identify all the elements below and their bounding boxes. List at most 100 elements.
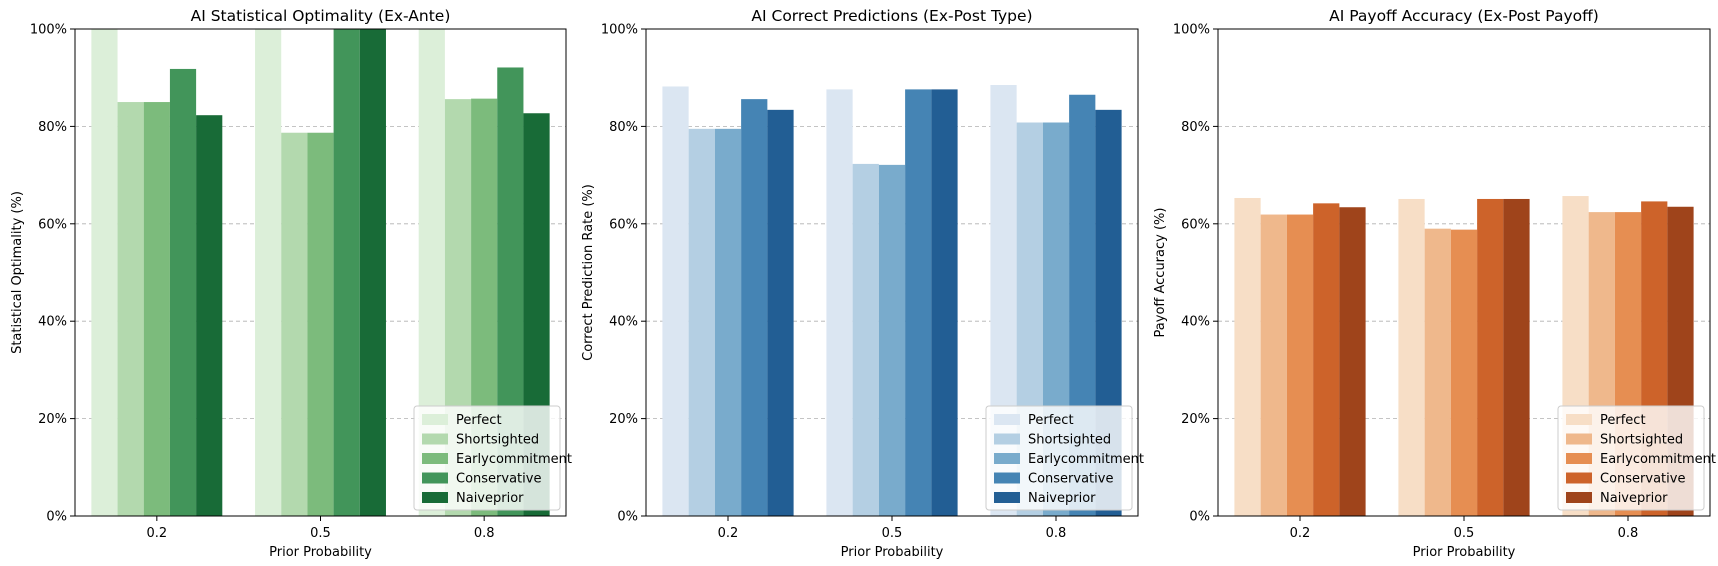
- legend-label-perfect: Perfect: [1028, 413, 1074, 428]
- legend-label-conservative: Conservative: [456, 472, 541, 487]
- bar-shortsighted-0.5: [1424, 228, 1451, 517]
- chart-title: AI Statistical Optimality (Ex-Ante): [191, 7, 451, 25]
- bar-shortsighted-0.5: [281, 132, 308, 516]
- bar-conservative-0.2: [741, 99, 768, 517]
- legend-swatch-perfect: [422, 414, 448, 425]
- bar-shortsighted-0.2: [1260, 214, 1287, 516]
- x-axis-label: Prior Probability: [1413, 545, 1516, 560]
- bar-naiveprior-0.2: [196, 115, 223, 516]
- legend-swatch-conservative: [1566, 472, 1592, 484]
- legend-swatch-shortsighted: [422, 433, 448, 445]
- legend-swatch-earlycommitment: [994, 453, 1020, 464]
- bar-shortsighted-0.2: [117, 102, 144, 517]
- bar-naiveprior-0.5: [359, 29, 386, 516]
- legend-label-conservative: Conservative: [1600, 472, 1685, 487]
- y-tick-label: 80%: [1181, 120, 1210, 135]
- y-tick-label: 40%: [609, 315, 638, 330]
- y-axis-label: Statistical Optimality (%): [10, 191, 25, 354]
- legend-swatch-naiveprior: [422, 492, 448, 503]
- y-tick-label: 80%: [38, 120, 67, 135]
- bar-perfect-0.5: [1398, 198, 1425, 516]
- axes-frame: [645, 28, 1139, 517]
- legend-swatch-conservative: [994, 472, 1020, 484]
- bar-earlycommitment-0.2: [1286, 214, 1314, 516]
- legend-swatch-shortsighted: [1566, 433, 1592, 445]
- legend-label-naiveprior: Naiveprior: [1028, 491, 1096, 506]
- legend-swatch-perfect: [994, 414, 1020, 425]
- legend-label-earlycommitment: Earlycommitment: [456, 452, 572, 467]
- y-tick-label: 100%: [1173, 23, 1210, 38]
- x-tick-label: 0.8: [1618, 526, 1639, 541]
- bar-conservative-0.5: [905, 89, 932, 516]
- bar-conservative-0.2: [169, 68, 197, 517]
- legend-box: [413, 405, 561, 511]
- legend-label-shortsighted: Shortsighted: [1028, 433, 1111, 448]
- legend-label-perfect: Perfect: [1600, 413, 1646, 428]
- bar-shortsighted-0.5: [852, 163, 879, 517]
- y-tick-label: 60%: [38, 217, 67, 232]
- legend-swatch-earlycommitment: [1566, 453, 1592, 464]
- bar-perfect-0.2: [1234, 197, 1261, 516]
- y-tick-label: 20%: [609, 412, 638, 427]
- x-tick-label: 0.5: [1454, 526, 1475, 541]
- bar-earlycommitment-0.5: [1450, 229, 1478, 517]
- chart-title: AI Payoff Accuracy (Ex-Post Payoff): [1329, 7, 1599, 25]
- legend-swatch-earlycommitment: [422, 453, 448, 464]
- legend-label-perfect: Perfect: [456, 413, 502, 428]
- y-tick-label: 0%: [46, 510, 67, 525]
- y-tick-label: 80%: [609, 120, 638, 135]
- legend-swatch-conservative: [422, 472, 448, 484]
- y-tick-label: 0%: [1189, 510, 1210, 525]
- chart-panel-3: 0% 20% 40% 60% 80% 100% 0.2 0.5 0.8 AI Payoff Acc…: [1153, 7, 1716, 560]
- legend-label-conservative: Conservative: [1028, 472, 1113, 487]
- axes-frame: [74, 28, 567, 517]
- x-tick-label: 0.2: [718, 526, 739, 541]
- bar-perfect-0.2: [662, 86, 689, 516]
- x-tick-label: 0.5: [310, 526, 331, 541]
- y-tick-label: 0%: [617, 510, 638, 525]
- y-axis-label: Correct Prediction Rate (%): [581, 184, 596, 361]
- x-tick-label: 0.5: [882, 526, 903, 541]
- y-axis-label: Payoff Accuracy (%): [1153, 208, 1168, 338]
- y-tick-label: 60%: [609, 217, 638, 232]
- bar-shortsighted-0.2: [688, 128, 715, 516]
- x-axis-label: Prior Probability: [269, 545, 372, 560]
- bar-perfect-0.2: [91, 29, 118, 516]
- legend-label-earlycommitment: Earlycommitment: [1028, 452, 1144, 467]
- axes-frame: [1217, 28, 1711, 517]
- legend-swatch-perfect: [1566, 414, 1592, 425]
- legend-label-shortsighted: Shortsighted: [1600, 433, 1683, 448]
- y-tick-label: 40%: [1181, 315, 1210, 330]
- chart-title: AI Correct Predictions (Ex-Post Type): [751, 7, 1032, 25]
- x-tick-label: 0.2: [146, 526, 167, 541]
- legend-label-earlycommitment: Earlycommitment: [1600, 452, 1716, 467]
- chart-panel-2: 0% 20% 40% 60% 80% 100% 0.2 0.5 0.8 AI Correct Pr…: [581, 7, 1144, 560]
- x-axis-label: Prior Probability: [841, 545, 944, 560]
- bar-conservative-0.5: [333, 29, 360, 516]
- bar-perfect-0.5: [826, 89, 853, 516]
- y-tick-label: 60%: [1181, 217, 1210, 232]
- legend-swatch-naiveprior: [1566, 492, 1592, 503]
- y-tick-label: 100%: [30, 23, 67, 38]
- bar-earlycommitment-0.5: [307, 132, 334, 516]
- bar-naiveprior-0.2: [767, 109, 794, 516]
- legend-label-naiveprior: Naiveprior: [1600, 491, 1668, 506]
- chart-panel-1: 0% 20% 40% 60% 80% 100% 0.2 0.5 0.8 AI Statistica…: [10, 7, 572, 560]
- legend-box: [1557, 405, 1705, 511]
- bar-conservative-0.2: [1313, 203, 1340, 516]
- x-tick-label: 0.2: [1290, 526, 1311, 541]
- bar-earlycommitment-0.2: [714, 128, 742, 516]
- x-tick-label: 0.8: [1046, 526, 1067, 541]
- legend-label-naiveprior: Naiveprior: [456, 491, 524, 506]
- bar-naiveprior-0.5: [1503, 198, 1530, 516]
- y-tick-label: 40%: [38, 315, 67, 330]
- bar-conservative-0.5: [1477, 198, 1504, 516]
- y-tick-label: 20%: [1181, 412, 1210, 427]
- legend-swatch-shortsighted: [994, 433, 1020, 445]
- y-tick-label: 100%: [601, 23, 638, 38]
- bar-naiveprior-0.2: [1339, 207, 1366, 516]
- legend-box: [985, 405, 1133, 511]
- bar-earlycommitment-0.2: [143, 102, 170, 517]
- legend-swatch-naiveprior: [994, 492, 1020, 503]
